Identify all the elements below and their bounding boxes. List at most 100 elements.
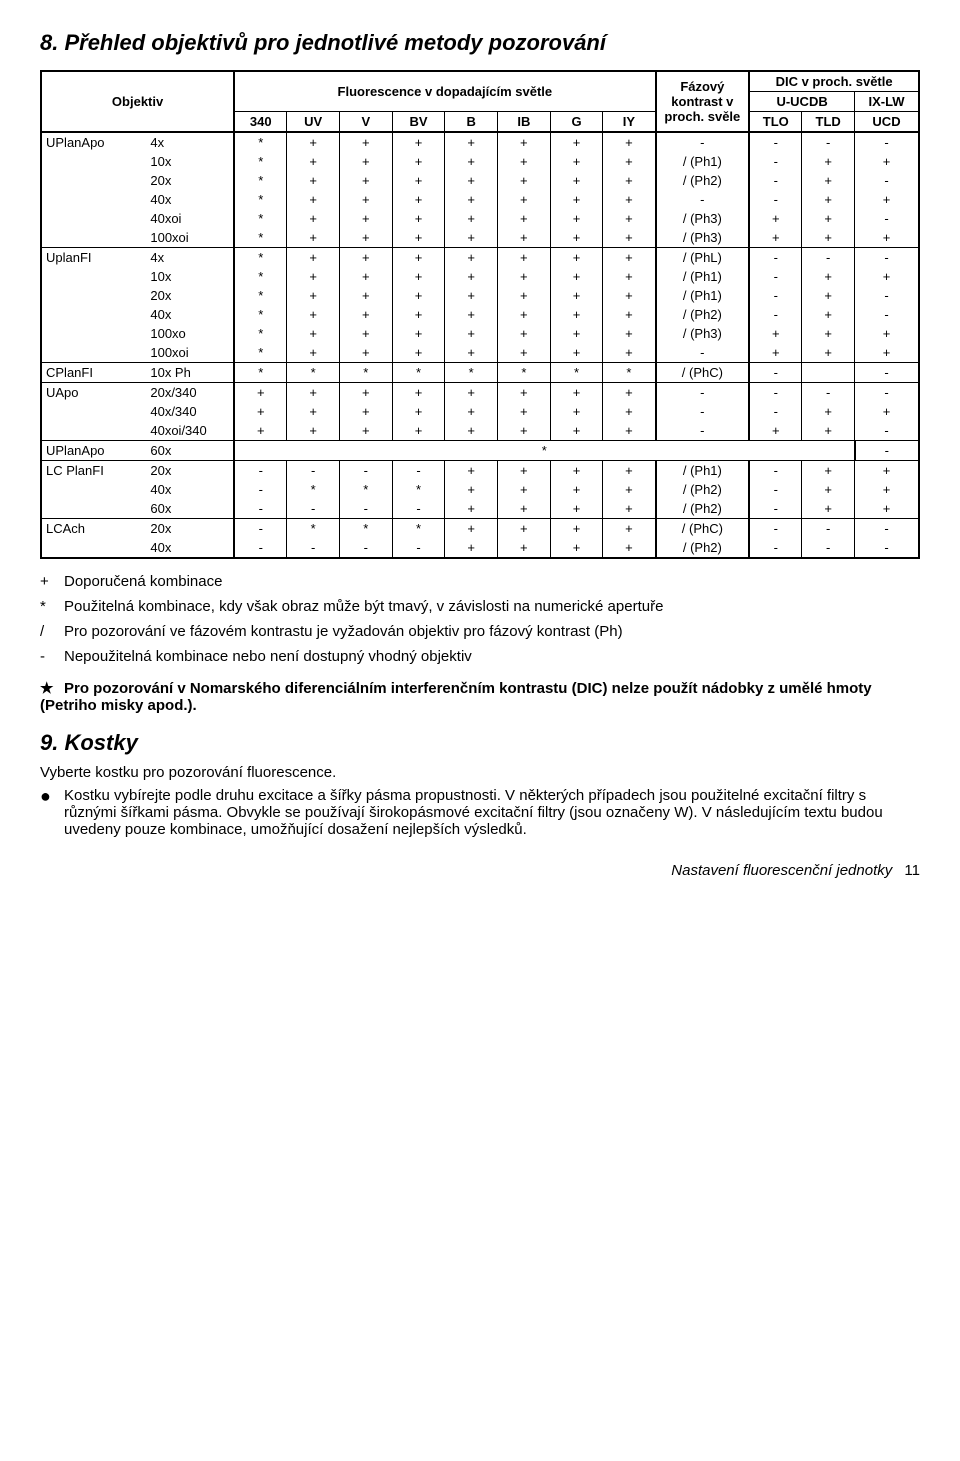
fluor-cell: + [498, 190, 551, 209]
fluor-cell: + [287, 421, 340, 441]
fluor-cell: + [340, 343, 393, 363]
fluor-cell: - [234, 538, 287, 558]
fluor-cell: + [603, 402, 656, 421]
fluor-cell: + [550, 132, 603, 152]
table-row: LC PlanFI20x----++++/ (Ph1)-++ [41, 461, 919, 481]
ucd-cell: + [855, 343, 919, 363]
fluor-cell: + [392, 132, 445, 152]
ucd-cell: - [855, 519, 919, 539]
th-ib: IB [498, 112, 551, 133]
tlo-cell: - [749, 519, 802, 539]
fluor-cell: * [234, 343, 287, 363]
tld-cell: + [802, 190, 855, 209]
table-row: 40x/340++++++++--++ [41, 402, 919, 421]
fluor-cell: - [234, 519, 287, 539]
legend-text: Použitelná kombinace, kdy však obraz můž… [64, 598, 920, 615]
fluor-cell: + [603, 190, 656, 209]
ucd-cell: - [855, 248, 919, 268]
legend-symbol: + [40, 573, 64, 590]
fluor-cell: + [340, 421, 393, 441]
fluor-cell: + [445, 383, 498, 403]
ucd-cell: - [855, 286, 919, 305]
fluor-cell: + [498, 305, 551, 324]
ucd-cell: + [855, 480, 919, 499]
fluor-cell: - [340, 499, 393, 519]
tld-cell: + [802, 480, 855, 499]
tld-cell: + [802, 402, 855, 421]
ucd-cell: - [855, 209, 919, 228]
tlo-cell: - [749, 305, 802, 324]
fluor-cell: + [498, 538, 551, 558]
legend-text: Nepoužitelná kombinace nebo není dostupn… [64, 648, 920, 665]
fluor-cell: + [287, 228, 340, 248]
tlo-cell: - [749, 152, 802, 171]
ucd-cell: + [855, 461, 919, 481]
ucd-cell: - [855, 363, 919, 383]
group-name: UApo [41, 383, 146, 441]
fluor-cell: + [603, 343, 656, 363]
fluor-cell: + [287, 402, 340, 421]
page-number: 11 [904, 862, 920, 879]
fluor-cell: + [603, 209, 656, 228]
fluor-cell: + [603, 461, 656, 481]
fluor-cell: + [550, 190, 603, 209]
fluor-cell: * [234, 132, 287, 152]
legend: +Doporučená kombinace*Použitelná kombina… [40, 573, 920, 665]
fluor-cell: * [392, 363, 445, 383]
model-cell: 40x [146, 305, 234, 324]
phase-cell: - [656, 421, 750, 441]
fluor-cell: * [392, 480, 445, 499]
ucd-cell: - [855, 171, 919, 190]
tlo-cell: - [749, 171, 802, 190]
fluor-cell: + [340, 267, 393, 286]
fluor-cell: + [287, 324, 340, 343]
tld-cell: + [802, 228, 855, 248]
th-340: 340 [234, 112, 287, 133]
table-row: LCAch20x-***++++/ (PhC)--- [41, 519, 919, 539]
tld-cell: + [802, 209, 855, 228]
legend-row: /Pro pozorování ve fázovém kontrastu je … [40, 623, 920, 640]
fluor-cell: - [287, 499, 340, 519]
tlo-cell: + [749, 343, 802, 363]
group-name: LC PlanFI [41, 461, 146, 519]
ucd-cell: + [855, 228, 919, 248]
fluor-cell: + [340, 132, 393, 152]
ucd-cell: - [855, 441, 919, 461]
phase-cell: / (Ph2) [656, 499, 750, 519]
fluor-cell: + [445, 171, 498, 190]
tlo-cell: - [749, 286, 802, 305]
fluor-cell: * [340, 519, 393, 539]
fluor-cell: + [498, 267, 551, 286]
tlo-cell: - [749, 499, 802, 519]
phase-cell: / (PhL) [656, 248, 750, 268]
fluor-cell: * [392, 519, 445, 539]
legend-row: *Použitelná kombinace, kdy však obraz mů… [40, 598, 920, 615]
fluor-cell: + [392, 421, 445, 441]
model-cell: 40x [146, 538, 234, 558]
phase-cell: / (Ph3) [656, 324, 750, 343]
model-cell: 10x [146, 267, 234, 286]
tlo-cell: - [749, 383, 802, 403]
model-cell: 20x [146, 286, 234, 305]
tld-cell: + [802, 421, 855, 441]
fluor-cell: + [445, 519, 498, 539]
fluor-cell: * [340, 480, 393, 499]
fluor-cell: + [498, 152, 551, 171]
fluor-cell: + [392, 152, 445, 171]
fluor-cell: * [234, 190, 287, 209]
fluor-cell: + [445, 152, 498, 171]
ucd-cell: - [855, 305, 919, 324]
section-8-heading: 8. Přehled objektivů pro jednotlivé meto… [40, 30, 920, 56]
table-row: 10x*+++++++/ (Ph1)-++ [41, 267, 919, 286]
fluor-cell: + [603, 383, 656, 403]
fluor-cell: + [445, 305, 498, 324]
fluor-cell: * [234, 209, 287, 228]
fluor-cell: + [550, 402, 603, 421]
th-v: V [340, 112, 393, 133]
tld-cell: + [802, 461, 855, 481]
phase-cell: / (Ph1) [656, 152, 750, 171]
model-cell: 100xoi [146, 228, 234, 248]
tld-cell: - [802, 383, 855, 403]
ucd-cell: + [855, 402, 919, 421]
fluor-cell: + [603, 324, 656, 343]
